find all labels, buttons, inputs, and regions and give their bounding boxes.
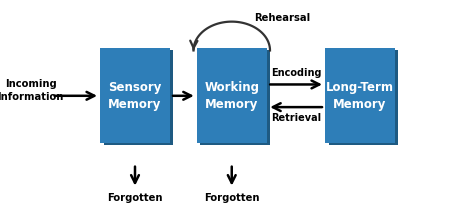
Text: Rehearsal: Rehearsal	[254, 13, 310, 22]
Text: Forgotten: Forgotten	[204, 193, 260, 203]
FancyBboxPatch shape	[328, 50, 399, 145]
Text: Sensory
Memory: Sensory Memory	[108, 81, 162, 111]
Text: Incoming
Information: Incoming Information	[0, 80, 64, 102]
Text: Forgotten: Forgotten	[107, 193, 163, 203]
Text: Working
Memory: Working Memory	[204, 81, 259, 111]
Text: Long-Term
Memory: Long-Term Memory	[326, 81, 394, 111]
FancyBboxPatch shape	[201, 50, 270, 145]
Text: Retrieval: Retrieval	[271, 114, 321, 123]
FancyBboxPatch shape	[100, 48, 170, 143]
Text: Encoding: Encoding	[271, 68, 321, 78]
FancyBboxPatch shape	[104, 50, 173, 145]
FancyBboxPatch shape	[325, 48, 395, 143]
FancyBboxPatch shape	[197, 48, 266, 143]
